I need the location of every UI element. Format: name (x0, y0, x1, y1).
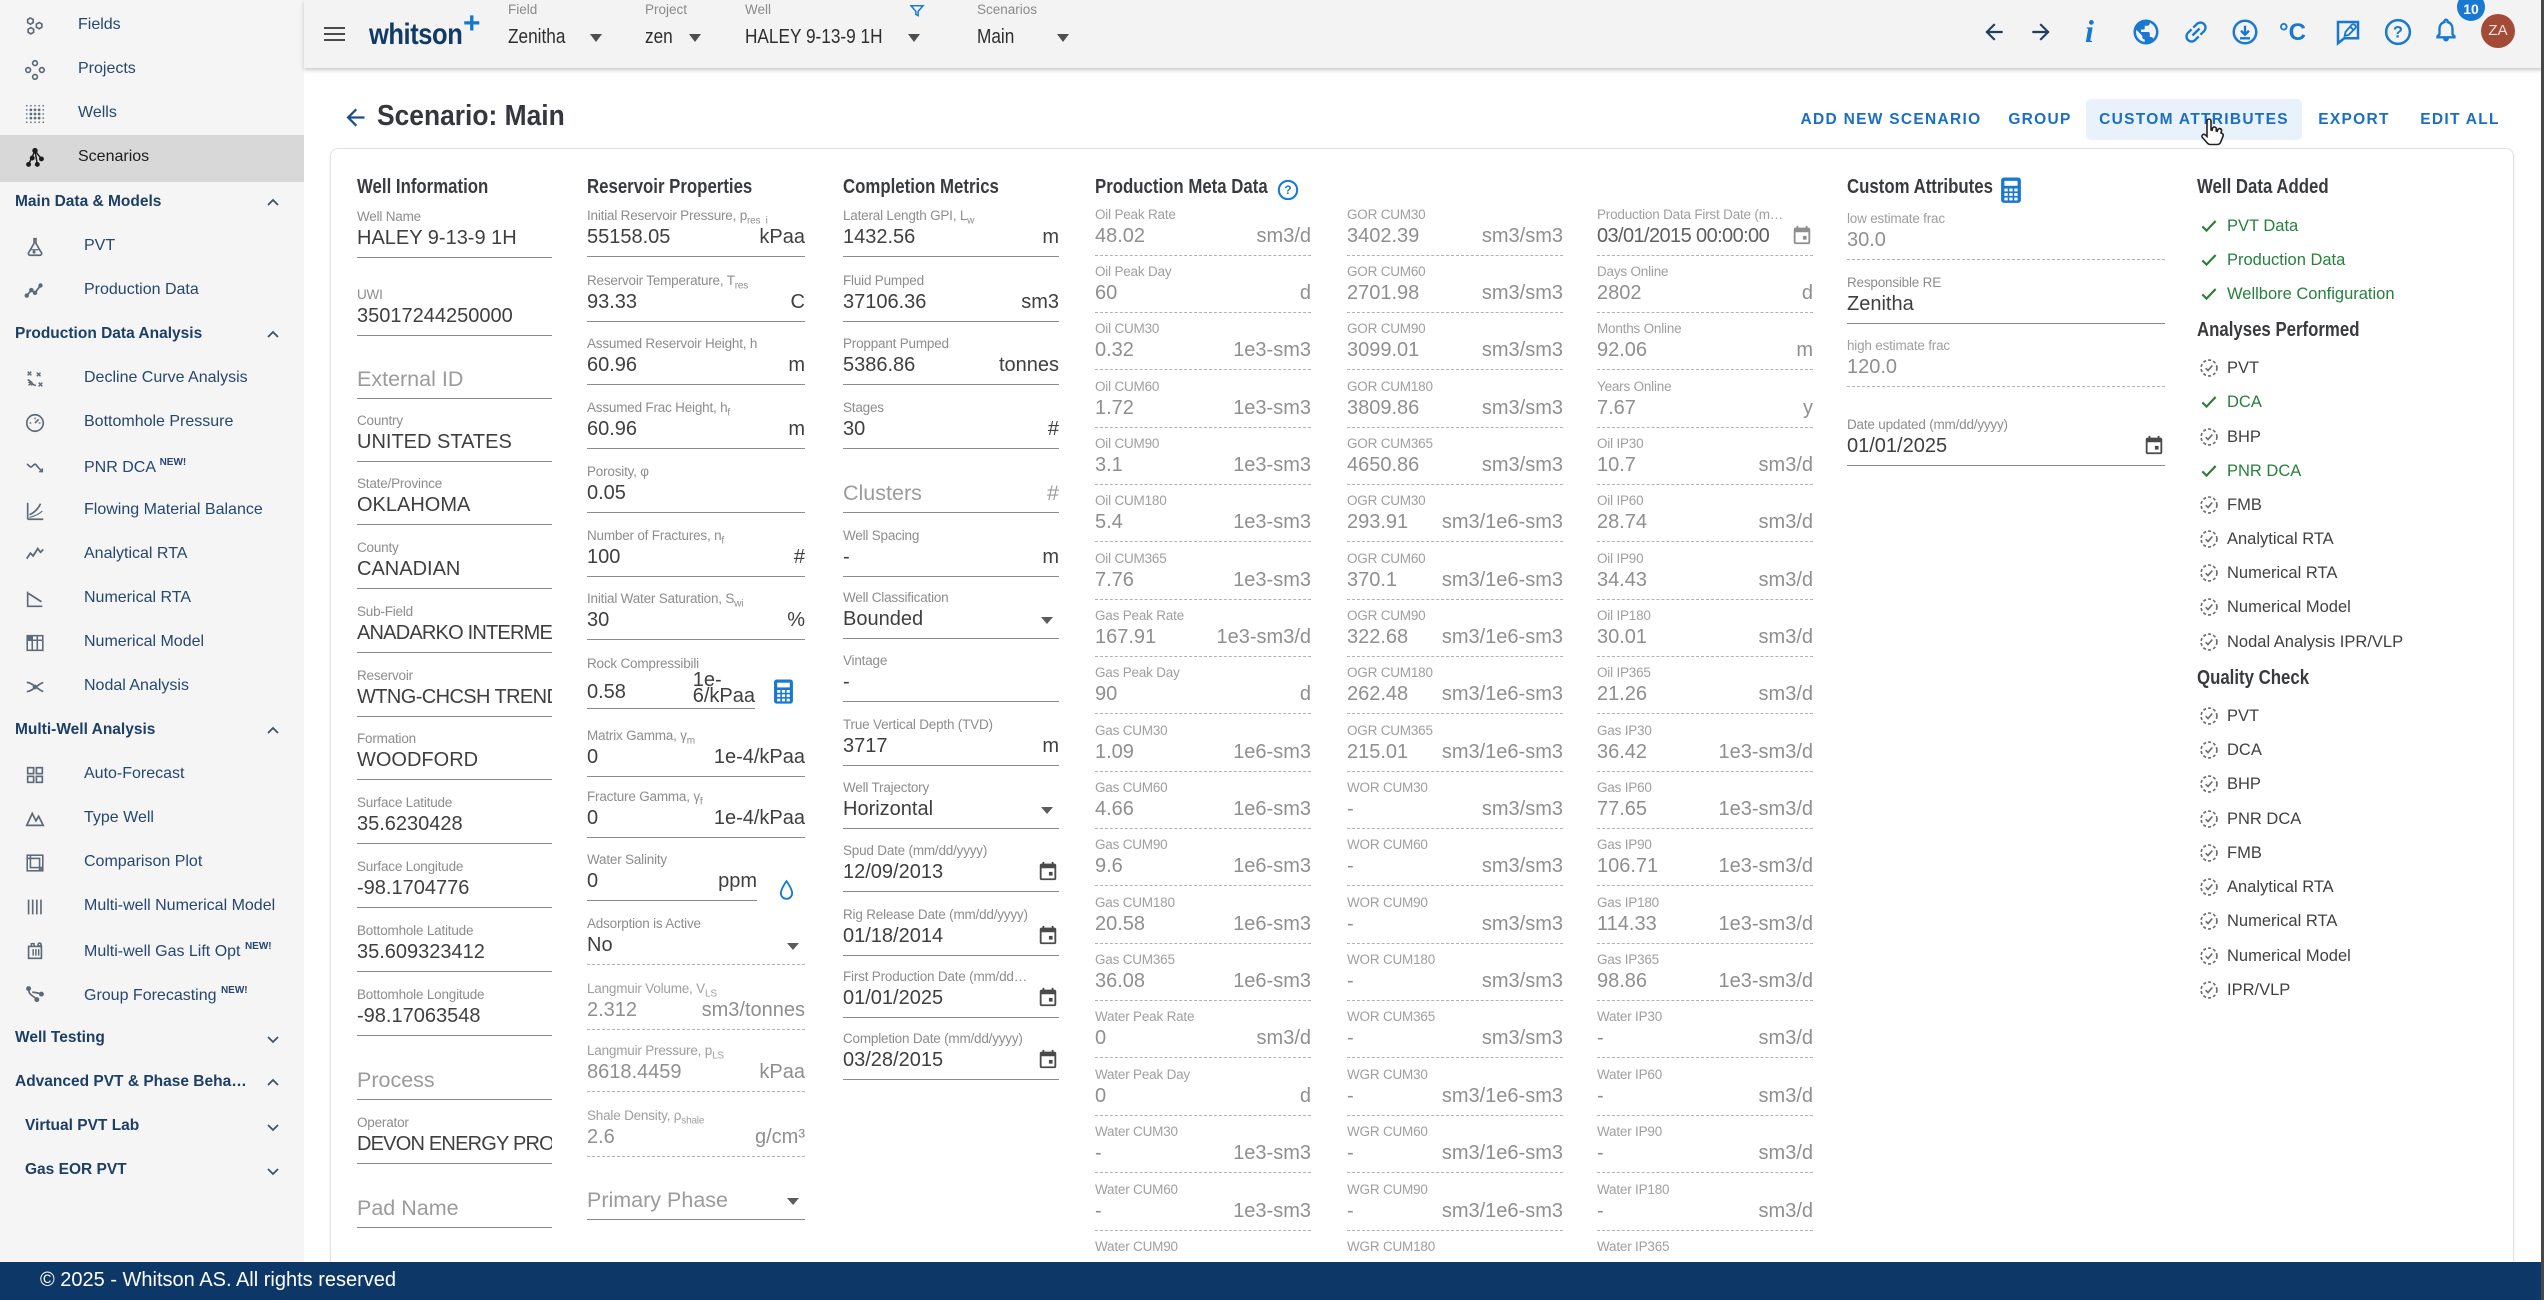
svg-text:?: ? (2393, 24, 2403, 42)
svg-text:?: ? (1284, 183, 1291, 197)
